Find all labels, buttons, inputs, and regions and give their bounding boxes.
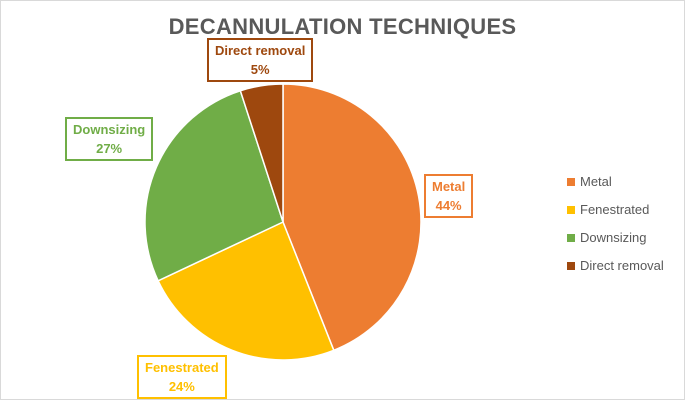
legend-swatch (567, 261, 575, 270)
data-label-metal: Metal 44% (424, 174, 474, 218)
data-label-fenestrated: Fenestrated 24% (137, 355, 227, 399)
legend-item-direct-removal: Direct removal (567, 256, 664, 275)
legend-swatch (567, 177, 575, 186)
pie-slice-fenestrated (157, 220, 335, 361)
data-label-value: 44% (435, 198, 462, 213)
pie-slices (144, 83, 422, 361)
data-label-category: Downsizing (73, 122, 146, 137)
legend-item-metal: Metal (567, 172, 664, 191)
legend: Metal Fenestrated Downsizing Direct remo… (567, 172, 664, 284)
data-label-value: 5% (250, 62, 270, 77)
pie-slice-metal (282, 83, 422, 352)
data-label-direct-removal: Direct removal 5% (207, 38, 314, 82)
legend-item-fenestrated: Fenestrated (567, 200, 664, 219)
pie-slice-downsizing (144, 89, 284, 282)
chart-title: DECANNULATION TECHNIQUES (168, 14, 517, 39)
legend-swatch (567, 205, 575, 214)
data-label-value: 24% (168, 379, 195, 394)
data-label-category: Direct removal (215, 43, 306, 58)
data-label-downsizing: Downsizing 27% (65, 117, 154, 161)
legend-label: Downsizing (580, 230, 647, 245)
pie-slice-direct-removal (239, 83, 284, 223)
data-label-category: Metal (432, 179, 466, 194)
data-label-value: 27% (96, 141, 123, 156)
legend-label: Direct removal (580, 258, 664, 273)
data-label-category: Fenestrated (145, 360, 219, 375)
legend-item-downsizing: Downsizing (567, 228, 664, 247)
legend-swatch (567, 233, 575, 242)
legend-label: Fenestrated (580, 202, 650, 217)
legend-label: Metal (580, 174, 612, 189)
